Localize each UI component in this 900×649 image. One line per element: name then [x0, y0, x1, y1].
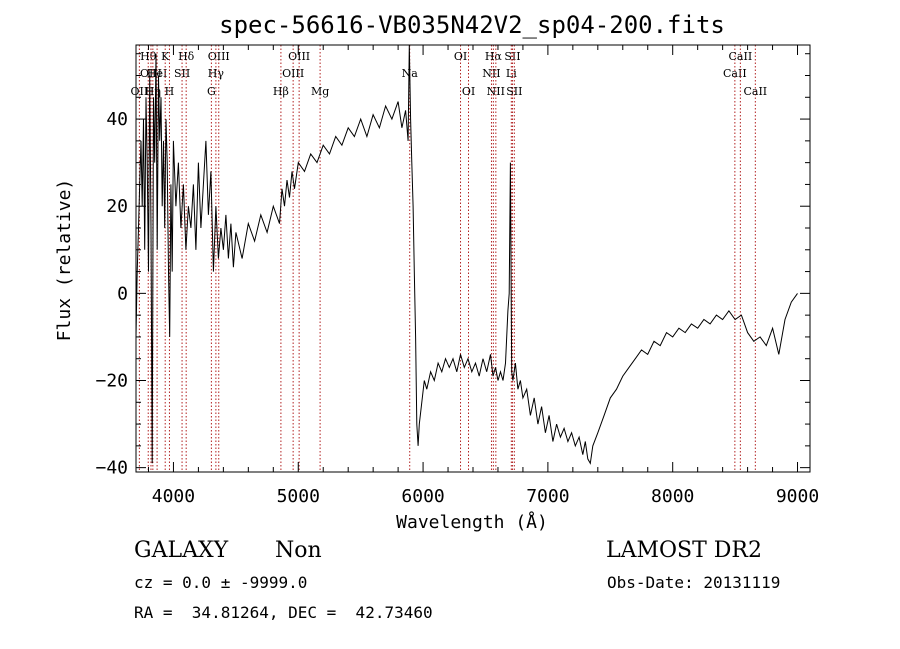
line-marker-label: Mg	[311, 85, 329, 98]
line-marker-label: NII	[482, 67, 500, 80]
redshift-line: cz = 0.0 ± -9999.0	[134, 573, 308, 592]
ra-dec-line: RA = 34.81264, DEC = 42.73460	[134, 603, 433, 622]
line-marker-label: OI	[454, 50, 467, 63]
x-axis-label: Wavelength (Å)	[396, 511, 548, 533]
y-axis-ticks: −40 −20 0 20 40	[95, 53, 810, 479]
line-marker-label: OIII	[288, 50, 310, 63]
line-marker-label: CaII	[723, 67, 747, 80]
x-tick-label: 6000	[401, 486, 444, 507]
object-class: GALAXY	[134, 538, 229, 563]
line-marker-label: CaII	[743, 85, 767, 98]
obs-date: Obs-Date: 20131119	[607, 573, 781, 592]
line-marker-label: OIII	[208, 50, 230, 63]
line-marker-label: SII	[504, 50, 520, 63]
line-marker-label: OIII	[282, 67, 304, 80]
chart-title: spec-56616-VB035N42V2_sp04-200.fits	[219, 11, 725, 39]
y-tick-label: 20	[106, 196, 128, 217]
line-marker-label: HeI	[147, 67, 167, 80]
line-marker-label: G	[207, 85, 216, 98]
x-tick-label: 9000	[776, 486, 819, 507]
line-marker-label: OI	[462, 85, 475, 98]
x-tick-label: 5000	[277, 486, 320, 507]
line-marker-label: Hβ	[273, 85, 289, 98]
line-markers: OIIHθOIIIHηHeIKHSIIHδGHγOIIIHβOIIIOIIIMg…	[131, 45, 767, 472]
line-marker-label: Hα	[485, 50, 503, 63]
y-tick-label: 0	[117, 283, 128, 304]
line-marker-label: OII	[131, 85, 149, 98]
x-tick-label: 4000	[152, 486, 195, 507]
line-marker-label: Hγ	[208, 67, 225, 80]
line-marker-label: Li	[506, 67, 517, 80]
plot-frame	[135, 44, 811, 473]
line-marker-label: SII	[174, 67, 190, 80]
y-tick-label: 40	[106, 109, 128, 130]
line-marker-label: NII	[487, 85, 505, 98]
object-subclass: Non	[275, 538, 322, 563]
y-axis-label: Flux (relative)	[54, 179, 75, 342]
spectrum-line	[135, 44, 798, 465]
line-marker-label: K	[161, 50, 170, 63]
survey-name: LAMOST DR2	[606, 538, 762, 563]
line-marker-label: Hδ	[178, 50, 195, 63]
line-marker-label: H	[165, 85, 175, 98]
y-tick-label: −20	[95, 371, 128, 392]
x-tick-label: 8000	[651, 486, 694, 507]
line-marker-label: CaII	[729, 50, 753, 63]
x-axis-ticks: 4000 5000 6000 7000 8000 9000	[147, 45, 819, 507]
line-marker-label: SII	[506, 85, 522, 98]
line-marker-label: Hθ	[140, 50, 157, 63]
y-tick-label: −40	[95, 458, 128, 479]
x-tick-label: 7000	[526, 486, 569, 507]
